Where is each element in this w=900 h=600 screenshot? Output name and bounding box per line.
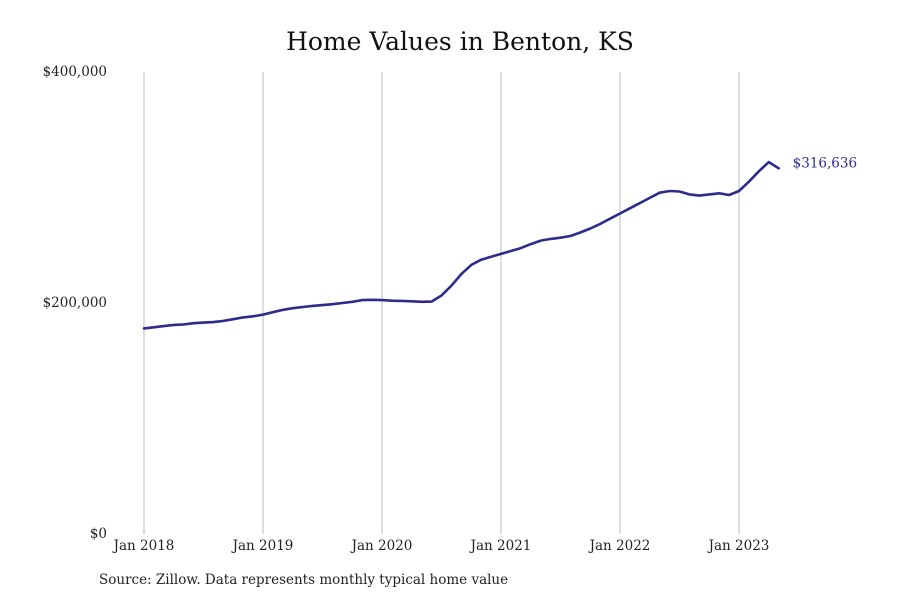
grid-lines [143,72,740,534]
x-tick-label-2022-01: Jan 2022 [588,538,651,554]
end-value-label: $316,636 [793,155,857,171]
y-tick-label-0: $0 [90,526,107,542]
x-tick-label-2020-01: Jan 2020 [350,538,413,554]
y-tick-label-200000: $200,000 [43,295,107,311]
x-tick-label-2018-01: Jan 2018 [112,538,175,554]
chart-title: Home Values in Benton, KS [286,27,634,56]
x-tick-label-2023-01: Jan 2023 [707,538,770,554]
x-axis-tick-labels: Jan 2018 Jan 2019 Jan 2020 Jan 2021 Jan 2022… [112,538,770,554]
y-tick-label-400000: $400,000 [43,64,107,80]
x-tick-label-2019-01: Jan 2019 [231,538,294,554]
series-line [142,160,780,330]
y-axis-tick-labels: $0 $200,000 $400,000 [43,64,107,542]
x-tick-label-2021-01: Jan 2021 [469,538,532,554]
source-note: Source: Zillow. Data represents monthly … [99,572,509,588]
